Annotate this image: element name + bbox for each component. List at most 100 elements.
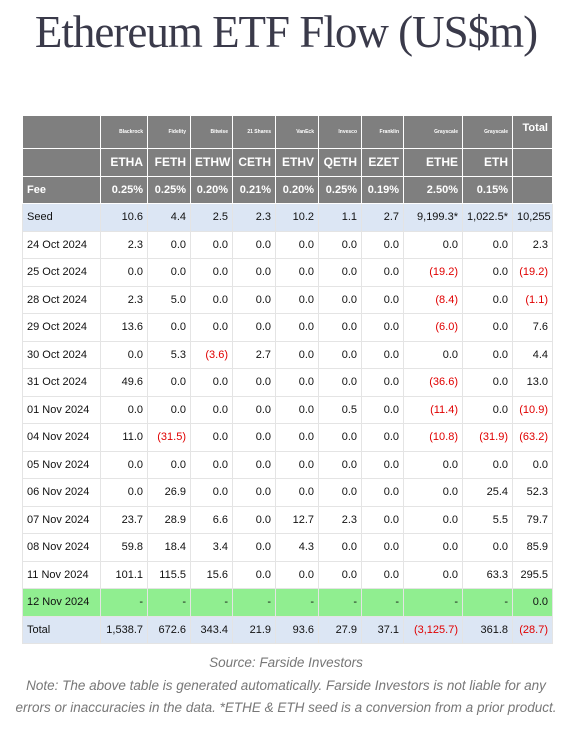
- flow-value: 10,255: [512, 203, 553, 232]
- flow-value: 343.4: [190, 615, 233, 644]
- flow-row: 08 Nov 2024 59.8 18.4 3.4 0.0 4.3 0.0 0.0 0.0 0.0…: [22, 533, 553, 562]
- flow-value: 59.8: [100, 533, 148, 562]
- flow-value: 7.6: [512, 313, 553, 342]
- flow-value: 0.0: [462, 340, 513, 369]
- flow-value: 0.0: [232, 230, 276, 259]
- flow-value: 0.0: [190, 258, 233, 287]
- ticker: CETH: [232, 148, 276, 177]
- flow-row: 06 Nov 2024 0.0 26.9 0.0 0.0 0.0 0.0 0.0 0.0 25.4…: [22, 478, 553, 507]
- flow-value: 0.0: [318, 560, 362, 589]
- flow-value: 0.0: [361, 285, 404, 314]
- flow-value: (10.8): [403, 423, 463, 452]
- flow-value: 0.0: [318, 340, 362, 369]
- flow-row: Total 1,538.7 672.6 343.4 21.9 93.6 27.9 37.1 (3…: [22, 615, 553, 644]
- flow-row: 12 Nov 2024- - - - - - - - -0.0: [22, 588, 553, 617]
- flow-value: 93.6: [275, 615, 319, 644]
- flow-row: 04 Nov 2024 11.0 (31.5) 0.0 0.0 0.0 0.0 0.0 (10.…: [22, 423, 553, 452]
- flow-value: 0.0: [318, 478, 362, 507]
- flow-value: 0.0: [403, 533, 463, 562]
- flow-value: 63.3: [462, 560, 513, 589]
- flow-row: 11 Nov 2024 101.1 115.5 15.6 0.0 0.0 0.0 0.0 0.0…: [22, 560, 553, 589]
- flow-value: 0.0: [147, 313, 191, 342]
- flow-value: 5.3: [147, 340, 191, 369]
- flow-value: 361.8: [462, 615, 513, 644]
- flow-value: 0.0: [275, 450, 319, 479]
- flow-value: 0.0: [361, 533, 404, 562]
- flow-value: 1.1: [318, 203, 362, 232]
- flow-value: 10.6: [100, 203, 148, 232]
- fee: 2.50%: [403, 175, 463, 204]
- flow-value: 0.0: [361, 505, 404, 534]
- issuer-row: Blackrock Fidelity Bitwise 21 Shares VanEck I…: [22, 115, 553, 149]
- flow-value: 0.0: [318, 313, 362, 342]
- flow-value: 4.4: [512, 340, 553, 369]
- row-label: 04 Nov 2024: [22, 423, 101, 452]
- flow-value: 0.0: [361, 340, 404, 369]
- flow-value: -: [147, 588, 191, 617]
- flow-value: (8.4): [403, 285, 463, 314]
- flow-value: 0.0: [190, 313, 233, 342]
- flow-value: (11.4): [403, 395, 463, 424]
- ticker: ETHA: [100, 148, 148, 177]
- flow-value: 0.0: [190, 423, 233, 452]
- flow-value: 0.0: [275, 258, 319, 287]
- flow-value: 0.0: [361, 230, 404, 259]
- flow-value: 0.0: [232, 258, 276, 287]
- flow-value: 0.0: [147, 395, 191, 424]
- fee: 0.25%: [147, 175, 191, 204]
- issuer: 21 Shares: [232, 115, 276, 149]
- row-label: Seed: [22, 203, 101, 232]
- issuer: Grayscale: [403, 115, 463, 149]
- flow-value: 0.0: [232, 423, 276, 452]
- flow-value: 0.0: [147, 230, 191, 259]
- flow-row: 01 Nov 2024 0.0 0.0 0.0 0.0 0.0 0.5 0.0 (11.4) 0.…: [22, 395, 553, 424]
- flow-value: 0.0: [318, 533, 362, 562]
- flow-value: 0.0: [232, 478, 276, 507]
- flow-value: 0.0: [275, 368, 319, 397]
- flow-row: 31 Oct 2024 49.6 0.0 0.0 0.0 0.0 0.0 0.0 (36.6) 0…: [22, 368, 553, 397]
- issuer: Blackrock: [100, 115, 148, 149]
- flow-value: 28.9: [147, 505, 191, 534]
- flow-value: 0.0: [361, 560, 404, 589]
- flow-row: 25 Oct 2024 0.0 0.0 0.0 0.0 0.0 0.0 0.0 (19.2) 0.…: [22, 258, 553, 287]
- flow-value: 0.0: [232, 313, 276, 342]
- flow-value: 18.4: [147, 533, 191, 562]
- flow-value: 52.3: [512, 478, 553, 507]
- flow-value: 1,022.5*: [462, 203, 513, 232]
- flow-value: 115.5: [147, 560, 191, 589]
- flow-value: 0.0: [232, 560, 276, 589]
- row-label: 29 Oct 2024: [22, 313, 101, 342]
- flow-value: 3.4: [190, 533, 233, 562]
- flow-value: -: [403, 588, 463, 617]
- flow-row: 30 Oct 2024 0.0 5.3 (3.6) 2.7 0.0 0.0 0.0 0.0 0.0…: [22, 340, 553, 369]
- corner-cell: [22, 148, 101, 177]
- flow-value: 0.0: [318, 450, 362, 479]
- flow-value: (19.2): [403, 258, 463, 287]
- flow-value: -: [275, 588, 319, 617]
- source: Source: Farside Investors: [209, 655, 363, 670]
- flow-value: 0.0: [147, 258, 191, 287]
- flow-value: 0.0: [275, 285, 319, 314]
- row-label: 11 Nov 2024: [22, 560, 101, 589]
- flow-value: (3,125.7): [403, 615, 463, 644]
- row-label: 31 Oct 2024: [22, 368, 101, 397]
- issuer: Fidelity: [147, 115, 191, 149]
- empty-cell: [512, 175, 553, 204]
- flow-value: 4.4: [147, 203, 191, 232]
- flow-value: 0.0: [232, 533, 276, 562]
- flow-row: Seed 10.6 4.4 2.5 2.3 10.2 1.1 2.7 9,199.3* 1,022…: [22, 203, 553, 232]
- total-header: Total: [512, 115, 553, 149]
- flow-value: 0.0: [318, 258, 362, 287]
- flow-value: 0.0: [318, 368, 362, 397]
- row-label: 30 Oct 2024: [22, 340, 101, 369]
- flow-value: 49.6: [100, 368, 148, 397]
- row-label: 01 Nov 2024: [22, 395, 101, 424]
- flow-value: 4.3: [275, 533, 319, 562]
- flow-value: 0.0: [190, 368, 233, 397]
- ticker: QETH: [318, 148, 362, 177]
- flow-value: (28.7): [512, 615, 553, 644]
- flow-value: 0.0: [275, 230, 319, 259]
- issuer: VanEck: [275, 115, 319, 149]
- flow-value: 0.0: [232, 395, 276, 424]
- flow-value: 15.6: [190, 560, 233, 589]
